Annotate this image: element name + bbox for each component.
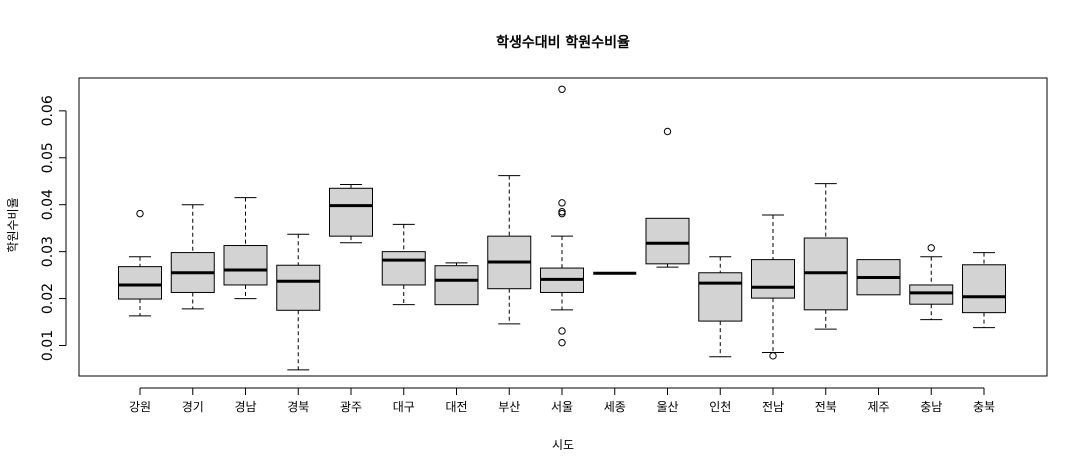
outlier-point bbox=[558, 338, 566, 347]
plot-frame bbox=[78, 77, 1048, 377]
y-tick-label: 0.01 bbox=[40, 330, 56, 361]
outlier-point bbox=[558, 85, 566, 93]
outlier-point bbox=[769, 352, 777, 360]
x-tick-label: 부산 bbox=[498, 400, 520, 414]
box-iqr bbox=[329, 187, 373, 237]
x-tick-label: 세종 bbox=[604, 400, 626, 414]
plot-area: 0.01 0.02 0.03 0.04 0.05 0.06 강원 경기 경남 경북 광주 대구 대전 부산… bbox=[40, 85, 1006, 414]
y-tick-label: 0.05 bbox=[40, 142, 56, 173]
box-iqr bbox=[276, 264, 321, 311]
x-tick-label: 대전 bbox=[445, 400, 467, 414]
box-iqr bbox=[909, 284, 954, 305]
x-tick-label: 강원 bbox=[129, 400, 151, 414]
box-iqr bbox=[381, 251, 426, 286]
y-axis-label: 학원수비율 bbox=[6, 197, 20, 252]
x-tick-label: 전남 bbox=[762, 400, 784, 414]
chart-title: 학생수대비 학원수비율 bbox=[496, 34, 630, 51]
x-tick-label: 대구 bbox=[393, 400, 415, 414]
x-tick-label: 광주 bbox=[340, 400, 362, 414]
outlier-point bbox=[558, 199, 566, 207]
x-tick-label: 경기 bbox=[182, 400, 204, 414]
box-iqr bbox=[698, 272, 743, 322]
x-tick-label: 경북 bbox=[287, 400, 309, 414]
x-tick-label: 경남 bbox=[234, 400, 256, 414]
box-iqr bbox=[645, 217, 690, 265]
box-iqr bbox=[434, 265, 479, 306]
y-tick-label: 0.06 bbox=[40, 95, 56, 126]
x-tick-label: 서울 bbox=[551, 400, 573, 414]
box-iqr bbox=[118, 266, 162, 300]
x-tick-label: 인천 bbox=[709, 399, 731, 414]
box-iqr bbox=[223, 245, 268, 286]
outlier-point bbox=[136, 209, 144, 218]
box-iqr bbox=[962, 264, 1006, 314]
x-tick-label: 제주 bbox=[867, 400, 889, 414]
box-iqr bbox=[751, 259, 795, 299]
x-tick-label: 충북 bbox=[973, 400, 995, 414]
y-tick-label: 0.02 bbox=[40, 283, 56, 314]
outlier-point bbox=[558, 208, 566, 216]
outlier-point bbox=[663, 127, 672, 136]
y-tick-label: 0.03 bbox=[40, 236, 56, 267]
outlier-point bbox=[558, 327, 566, 335]
x-tick-label: 울산 bbox=[656, 400, 678, 414]
x-axis-label: 시도 bbox=[552, 438, 574, 452]
outlier-point bbox=[558, 209, 566, 218]
y-tick-label: 0.04 bbox=[40, 189, 56, 220]
x-tick-label: 충남 bbox=[920, 400, 942, 414]
x-tick-label: 전북 bbox=[815, 400, 837, 414]
outlier-point bbox=[927, 244, 935, 252]
